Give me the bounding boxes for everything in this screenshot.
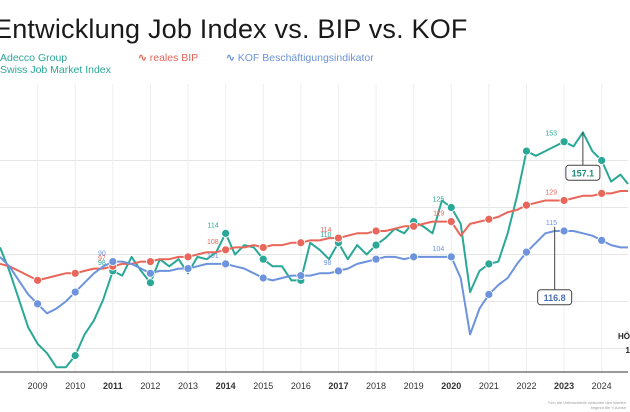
data-point (296, 238, 306, 248)
clipped-label-right: 1 (625, 346, 630, 355)
data-point (258, 243, 268, 252)
data-point (334, 266, 343, 276)
x-tick-label: 2012 (140, 381, 160, 391)
data-point (146, 257, 155, 266)
data-point (446, 203, 456, 212)
data-point (522, 247, 531, 257)
x-tick-label: 2017 (328, 381, 348, 391)
data-point (371, 240, 381, 250)
x-tick-label: 2011 (103, 381, 123, 391)
data-point (108, 257, 118, 266)
chart-title: Entwicklung Job Index vs. BIP vs. KOF (0, 14, 468, 44)
data-point (522, 146, 531, 156)
data-label: 129 (545, 189, 557, 196)
data-label: 114 (320, 227, 331, 234)
data-label: 108 (207, 239, 219, 246)
data-point (70, 351, 80, 360)
legend-item-kof: ∿ KOF Beschäftigungsindikator (226, 52, 374, 64)
data-point (371, 254, 381, 264)
data-point (597, 156, 607, 165)
callout-value: 157.1 (572, 168, 595, 178)
x-tick-label: 2018 (366, 381, 386, 391)
data-label: 153 (545, 131, 557, 138)
data-point (597, 235, 607, 245)
data-point (221, 228, 231, 238)
data-point (484, 259, 494, 269)
data-point (484, 214, 494, 224)
data-point (183, 252, 193, 262)
data-point (70, 268, 80, 278)
data-point (484, 290, 494, 299)
data-label: 110 (320, 232, 331, 239)
x-tick-label: 2021 (479, 381, 499, 391)
data-label: 115 (546, 220, 557, 227)
data-point (221, 259, 231, 269)
series-line-1 (0, 190, 628, 282)
data-label: 98 (324, 260, 332, 267)
data-point (409, 221, 419, 231)
legend-label-kof: KOF Beschäftigungsindikator (237, 52, 374, 64)
x-tick-label: 2023 (554, 381, 574, 391)
data-label: 119 (433, 211, 444, 218)
data-label: 97 (98, 255, 106, 262)
x-tick-label: 2013 (178, 381, 198, 391)
data-point (371, 226, 381, 236)
footnote: *Um die Unterschiede zwischen den Werten… (547, 400, 626, 410)
data-label: 98 (98, 260, 106, 267)
data-point (258, 273, 268, 283)
data-label: 90 (98, 251, 106, 258)
x-tick-label: 2016 (291, 381, 311, 391)
legend-wave-icon: ∿ (138, 52, 147, 64)
data-point (183, 264, 193, 274)
data-label: 114 (207, 222, 218, 229)
data-point (559, 196, 569, 205)
data-label: 101 (207, 253, 219, 260)
data-point (258, 254, 268, 264)
clipped-label-right: HÖ (618, 332, 630, 341)
legend-item-bip: ∿ reales BIP (138, 52, 198, 64)
legend-item-adecco: Adecco Group Swiss Job Market Index (0, 52, 111, 76)
data-point (221, 245, 231, 255)
x-tick-label: 2020 (441, 381, 461, 391)
data-point (146, 278, 155, 288)
x-tick-label: 2009 (28, 381, 48, 391)
data-point (597, 188, 607, 198)
callout-box (565, 164, 601, 181)
data-point (70, 287, 80, 297)
data-point (559, 137, 569, 147)
callout-value: 116.8 (544, 293, 566, 303)
data-label: 104 (433, 246, 445, 253)
legend-label-adecco-line2: Swiss Job Market Index (0, 64, 111, 76)
data-point (146, 268, 155, 278)
data-point (522, 200, 531, 210)
x-tick-label: 2024 (592, 381, 612, 391)
x-tick-label: 2014 (216, 381, 236, 391)
x-tick-label: 2022 (516, 381, 536, 391)
data-point (33, 299, 43, 309)
data-point (409, 252, 419, 262)
data-point (296, 271, 306, 281)
legend-label-bip: reales BIP (149, 52, 199, 64)
data-point (559, 226, 569, 236)
legend-wave-icon: ∿ (226, 52, 235, 64)
data-label: 125 (433, 197, 445, 204)
data-point (334, 233, 343, 243)
x-tick-label: 2019 (404, 381, 424, 391)
data-point (446, 252, 456, 262)
callout-box (537, 289, 573, 306)
data-point (446, 217, 456, 227)
series-line-0 (0, 131, 629, 369)
data-point (33, 275, 43, 285)
legend-label-adecco-line1: Adecco Group (0, 52, 68, 64)
x-tick-label: 2015 (253, 381, 273, 391)
x-tick-label: 2010 (65, 381, 85, 391)
